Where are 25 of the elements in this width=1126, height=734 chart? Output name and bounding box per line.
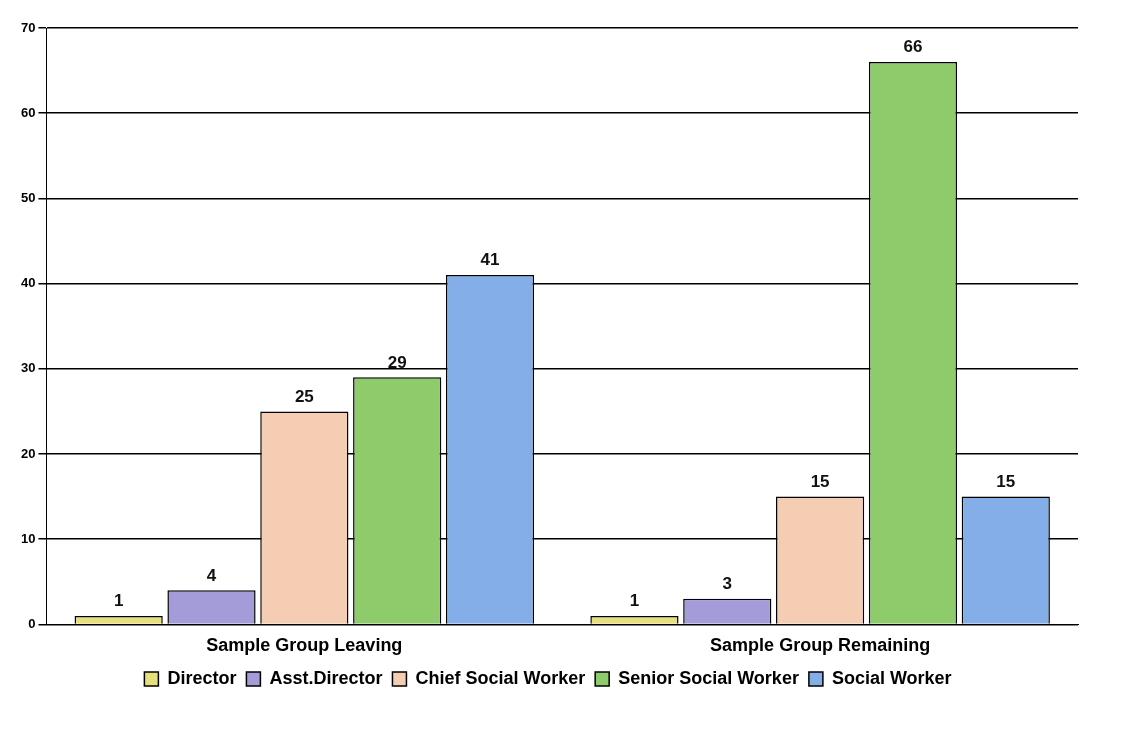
data-label: 15	[810, 471, 830, 491]
legend-label: Chief Social Worker	[415, 667, 586, 688]
y-tick-label: 60	[20, 104, 36, 120]
data-label: 25	[294, 386, 314, 406]
data-label: 1	[113, 591, 124, 611]
legend-label: Asst.Director	[269, 667, 383, 688]
data-label: 15	[996, 471, 1016, 491]
legend-label: Social Worker	[831, 667, 952, 688]
y-tick-label: 50	[20, 189, 36, 205]
x-tick-label: Sample Group Remaining	[710, 635, 931, 656]
legend-label: Director	[167, 667, 237, 688]
data-label: 29	[387, 352, 407, 372]
data-label: 4	[206, 565, 217, 585]
data-label: 66	[903, 37, 923, 57]
data-label: 3	[722, 574, 733, 594]
legend-label: Senior Social Worker	[618, 667, 799, 688]
y-tick-label: 40	[20, 275, 36, 291]
x-tick-label: Sample Group Leaving	[206, 635, 403, 656]
y-tick-label: 0	[28, 615, 36, 631]
data-label: 41	[480, 250, 500, 270]
data-label: 1	[629, 591, 640, 611]
y-tick-label: 20	[20, 445, 36, 461]
y-tick-label: 10	[20, 530, 36, 546]
y-tick-label: 70	[20, 19, 36, 35]
y-tick-label: 30	[20, 360, 36, 376]
